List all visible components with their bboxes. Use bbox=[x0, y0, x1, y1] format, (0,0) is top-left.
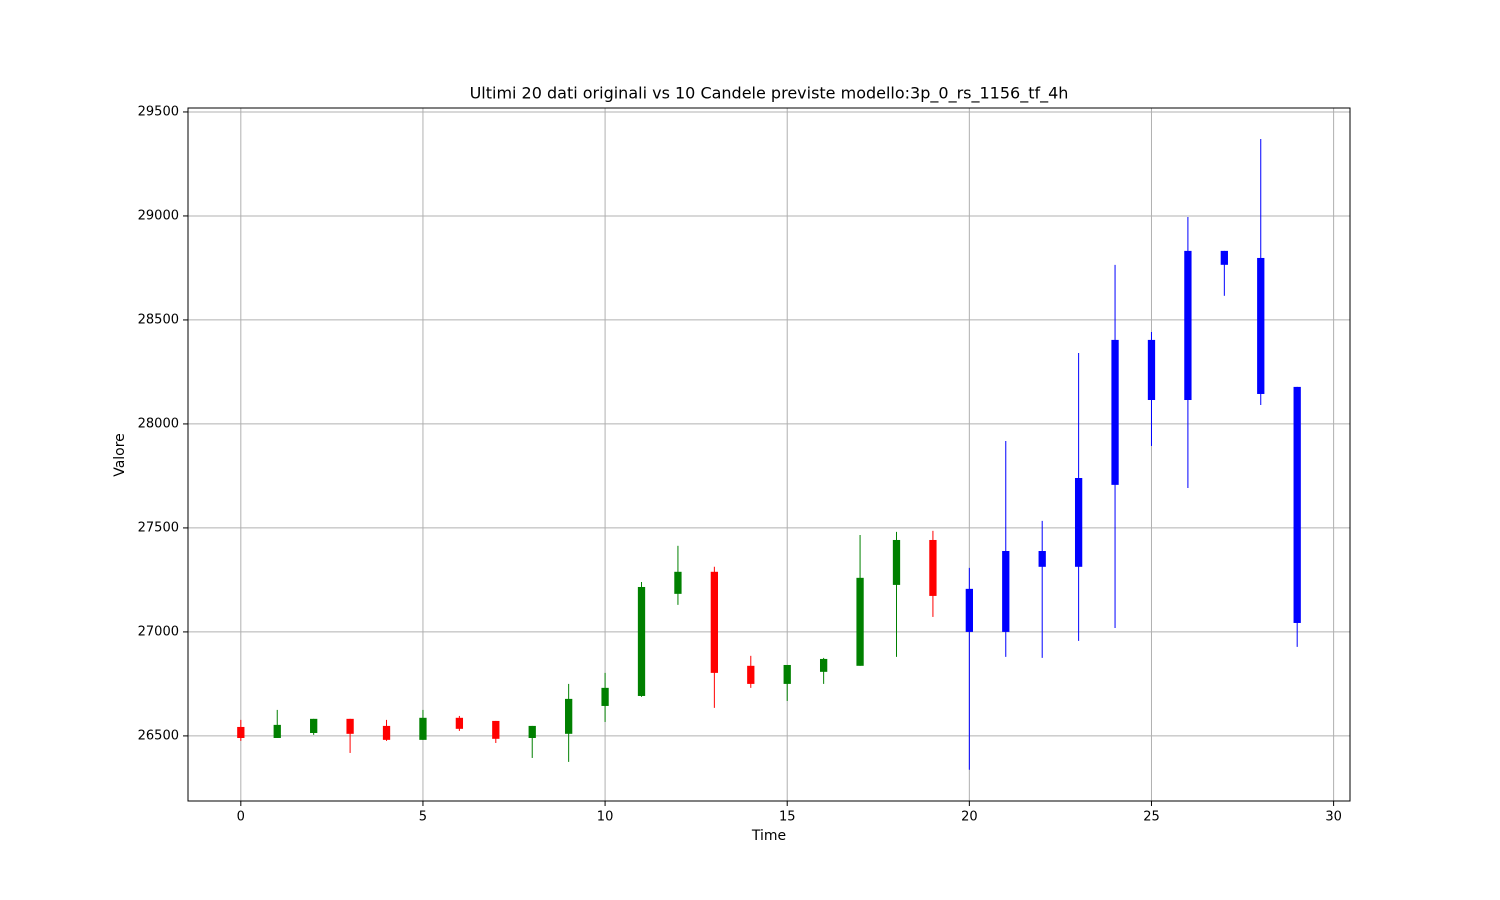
candle-body bbox=[601, 687, 609, 706]
x-tick-label: 0 bbox=[237, 810, 245, 825]
candle-body bbox=[237, 726, 245, 738]
chart-title: Ultimi 20 dati originali vs 10 Candele p… bbox=[470, 84, 1069, 104]
y-axis-label: Valore bbox=[112, 433, 128, 477]
candle-body bbox=[1038, 551, 1046, 567]
candle-body bbox=[965, 588, 973, 632]
candle-body bbox=[674, 571, 682, 594]
y-tick-label: 26500 bbox=[138, 728, 179, 743]
candle-body bbox=[455, 717, 464, 729]
x-tick-label: 15 bbox=[779, 810, 796, 825]
y-tick-label: 28500 bbox=[138, 312, 179, 327]
candle-body bbox=[382, 725, 391, 740]
candle-body bbox=[783, 664, 791, 684]
candle-body bbox=[1111, 339, 1119, 485]
candle-body bbox=[310, 718, 318, 733]
candle-body bbox=[419, 717, 427, 740]
candle-body bbox=[528, 725, 536, 738]
x-axis-label: Time bbox=[751, 828, 786, 844]
candle-body bbox=[929, 539, 937, 596]
candle-body bbox=[1002, 551, 1010, 632]
x-tick-label: 5 bbox=[419, 810, 427, 825]
candle-body bbox=[1147, 339, 1156, 401]
candle-body bbox=[1184, 250, 1192, 401]
candle-body bbox=[1220, 250, 1228, 265]
x-tick-label: 25 bbox=[1143, 810, 1160, 825]
x-tick-label: 10 bbox=[597, 810, 614, 825]
y-tick-label: 29000 bbox=[138, 208, 179, 223]
candle-body bbox=[819, 658, 828, 672]
candle-body bbox=[492, 720, 500, 739]
candle-body bbox=[1257, 257, 1265, 394]
y-tick-label: 28000 bbox=[138, 416, 179, 431]
candle-body bbox=[565, 698, 573, 734]
candle-body bbox=[273, 724, 281, 738]
candle-body bbox=[1293, 386, 1301, 623]
plot-frame bbox=[187, 107, 1351, 802]
candle-body bbox=[1074, 478, 1083, 567]
candle-body bbox=[747, 665, 755, 684]
candle-body bbox=[346, 718, 354, 734]
candle-body bbox=[856, 577, 864, 666]
x-tick-label: 20 bbox=[961, 810, 978, 825]
candle-body bbox=[710, 571, 719, 673]
candle-body bbox=[892, 539, 901, 585]
y-tick-label: 27000 bbox=[138, 624, 179, 639]
y-tick-label: 27500 bbox=[138, 520, 179, 535]
y-tick-label: 29500 bbox=[138, 104, 179, 119]
candle-body bbox=[637, 586, 646, 696]
x-tick-label: 30 bbox=[1325, 810, 1342, 825]
